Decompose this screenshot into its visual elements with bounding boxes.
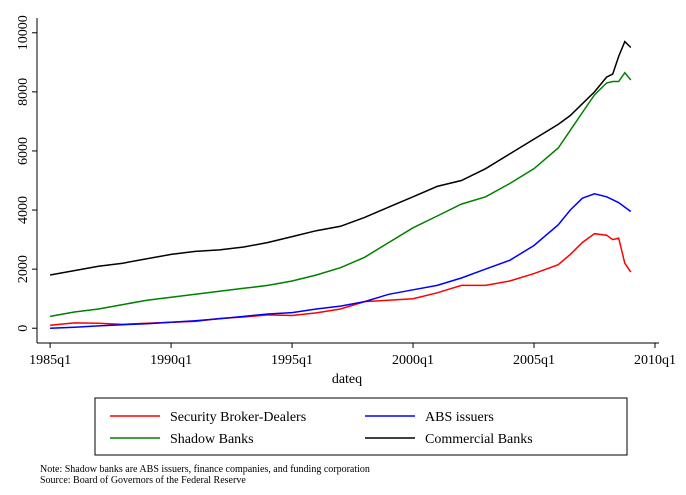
- series-line: [50, 232, 632, 327]
- legend-box: [94, 397, 628, 456]
- source-note: Source: Board of Governors of the Federa…: [40, 475, 246, 486]
- x-tick-label: 1995q1: [271, 353, 313, 368]
- series-line: [50, 193, 632, 329]
- legend-label: ABS issuers: [425, 410, 494, 425]
- x-tick-label: 2010q1: [634, 353, 676, 368]
- x-tick-label: 1985q1: [29, 353, 71, 368]
- y-tick-label: 8000: [16, 78, 31, 106]
- legend-label: Security Broker-Dealers: [170, 410, 306, 425]
- legend-label: Commercial Banks: [425, 432, 533, 447]
- x-tick-label: 2005q1: [513, 353, 555, 368]
- x-tick-label: 2000q1: [392, 353, 434, 368]
- y-tick-label: 10000: [16, 15, 31, 50]
- y-tick-label: 6000: [16, 137, 31, 165]
- y-tick-label: 2000: [16, 255, 31, 283]
- x-tick-label: 1990q1: [150, 353, 192, 368]
- legend-label: Shadow Banks: [170, 432, 254, 447]
- note: Note: Shadow banks are ABS issuers, fina…: [40, 464, 370, 475]
- x-axis-label: dateq: [332, 372, 362, 387]
- series-line: [49, 71, 632, 318]
- y-tick-label: 0: [16, 325, 31, 332]
- series-line: [49, 40, 632, 276]
- y-tick-label: 4000: [16, 196, 31, 224]
